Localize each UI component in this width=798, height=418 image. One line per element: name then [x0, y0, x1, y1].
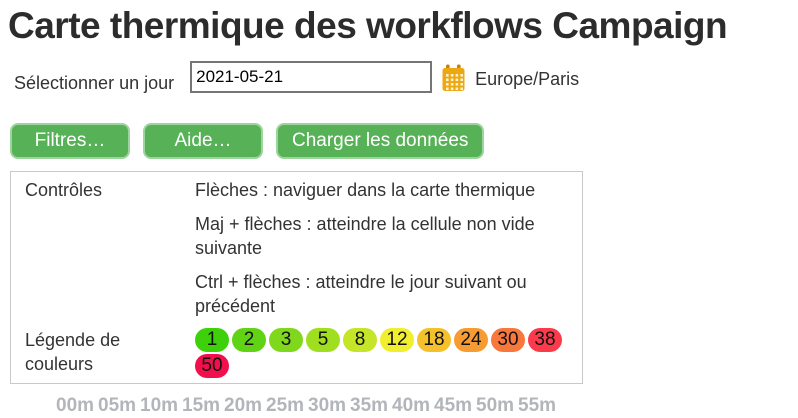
controls-label: Contrôles	[25, 180, 103, 200]
controls-line-ctrl-arrows: Ctrl + flèches : atteindre le jour suiva…	[195, 272, 527, 316]
column-header: 30m	[308, 395, 347, 416]
legend-badge: 1	[195, 328, 229, 352]
legend-badge: 18	[417, 328, 451, 352]
column-header: 50m	[476, 395, 515, 416]
legend-badge: 12	[380, 328, 414, 352]
help-panel: Contrôles Flèches : naviguer dans la car…	[10, 171, 583, 384]
date-picker-label: Sélectionner un jour	[14, 73, 175, 93]
legend-badge: 5	[306, 328, 340, 352]
legend-badge: 50	[195, 354, 229, 378]
column-header: 15m	[182, 395, 221, 416]
legend-badge: 38	[528, 328, 562, 352]
legend-badge: 30	[491, 328, 525, 352]
legend-badge: 8	[343, 328, 377, 352]
controls-text: Flèches : naviguer dans la carte thermiq…	[195, 178, 573, 328]
filters-button[interactable]: Filtres…	[10, 123, 130, 159]
legend-badge: 2	[232, 328, 266, 352]
toolbar: Filtres… Aide… Charger les données	[10, 123, 798, 159]
column-header: 45m	[434, 395, 473, 416]
column-header: 40m	[392, 395, 431, 416]
column-header: 55m	[518, 395, 557, 416]
controls-line-arrows: Flèches : naviguer dans la carte thermiq…	[195, 180, 536, 200]
load-data-button[interactable]: Charger les données	[276, 123, 485, 159]
timezone-label: Europe/Paris	[475, 69, 580, 89]
column-header: 20m	[224, 395, 263, 416]
legend-badge: 24	[454, 328, 488, 352]
calendar-icon[interactable]	[442, 64, 465, 92]
column-header: 00m	[56, 395, 95, 416]
legend-badge: 3	[269, 328, 303, 352]
column-header: 25m	[266, 395, 305, 416]
column-header: 10m	[140, 395, 179, 416]
date-picker-row: Sélectionner un jour Europe/Paris	[14, 61, 798, 97]
workflow-heatmap-page: Carte thermique des workflows Campaign S…	[0, 4, 798, 418]
date-input[interactable]	[190, 61, 433, 93]
column-header: 05m	[98, 395, 137, 416]
heatmap-column-headers: 00m 05m 10m 15m 20m 25m 30m 35m 40m 45m …	[56, 395, 798, 417]
legend-label: Légende de couleurs	[25, 330, 121, 374]
page-title: Carte thermique des workflows Campaign	[8, 5, 728, 46]
color-legend: 1 2 3 5 8 12 18 24 30 38 50	[195, 328, 573, 378]
help-button[interactable]: Aide…	[143, 123, 263, 159]
controls-line-shift-arrows: Maj + flèches : atteindre la cellule non…	[195, 214, 535, 258]
column-header: 35m	[350, 395, 389, 416]
